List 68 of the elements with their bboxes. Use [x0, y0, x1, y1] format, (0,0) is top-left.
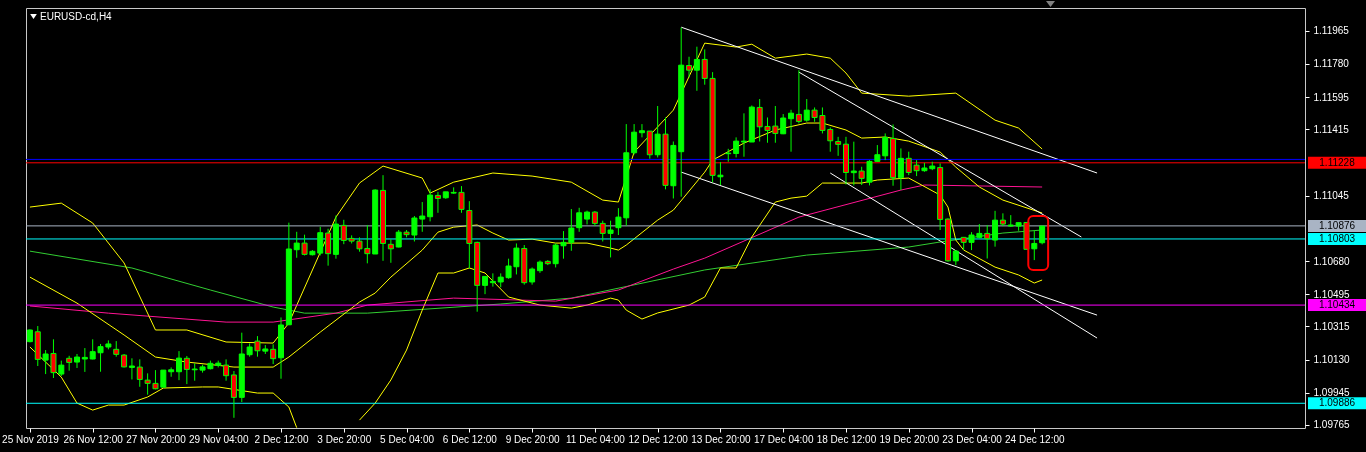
y-tick-label: 1.11415: [1313, 123, 1350, 135]
candlestick: [788, 109, 795, 153]
line-series: [29, 184, 1043, 323]
candlestick: [733, 136, 740, 158]
candlestick: [686, 56, 693, 79]
candlestick: [631, 123, 638, 155]
candlestick: [128, 357, 135, 380]
x-tick-label: 9 Dec 20:00: [505, 433, 560, 445]
x-tick-label: 26 Nov 12:00: [63, 433, 124, 445]
candlestick: [270, 343, 277, 365]
line-series: [358, 177, 1043, 421]
ref-line-label: 1.09886: [1318, 397, 1356, 409]
line-series: [29, 42, 1043, 344]
x-tick-label: 29 Nov 04:00: [188, 433, 249, 445]
x-tick-label: 18 Dec 12:00: [816, 433, 877, 445]
line-series: [29, 346, 298, 428]
ref-line-label: 1.10434: [1318, 299, 1356, 311]
y-tick-label: 1.10130: [1313, 354, 1351, 366]
candlestick: [489, 272, 496, 288]
y-tick-label: 1.10495: [1313, 288, 1351, 300]
y-tick-label: 1.09945: [1313, 387, 1351, 399]
candlestick: [795, 69, 802, 124]
y-tick-label: 1.09765: [1313, 419, 1351, 431]
ref-line-label: 1.10803: [1318, 232, 1356, 244]
x-tick-label: 11 Dec 04:00: [566, 433, 626, 445]
candlestick: [434, 191, 441, 214]
x-tick-label: 2 Dec 12:00: [254, 433, 309, 445]
candlestick: [992, 210, 999, 248]
x-tick-label: 5 Dec 04:00: [380, 433, 435, 445]
candlestick: [230, 370, 237, 419]
x-tick-label: 6 Dec 12:00: [442, 433, 498, 445]
candlestick: [835, 136, 842, 157]
candlestick: [74, 353, 80, 369]
candlestick: [176, 350, 183, 381]
candlestick: [897, 147, 904, 191]
chart-title: EURUSD-cd,H4: [40, 11, 112, 22]
x-tick-label: 23 Dec 04:00: [942, 433, 1003, 445]
y-tick-label: 1.11595: [1313, 91, 1350, 103]
y-tick-label: 1.10680: [1313, 255, 1351, 267]
candlestick: [183, 355, 190, 385]
candlestick: [325, 228, 332, 267]
y-tick-label: 1.11045: [1313, 190, 1350, 202]
ref-line-label: 1.10876: [1318, 219, 1356, 231]
y-tick-label: 1.10315: [1313, 320, 1351, 332]
y-tick-label: 1.11780: [1313, 58, 1350, 70]
x-tick-label: 12 Dec 12:00: [628, 433, 689, 445]
x-tick-label: 17 Dec 04:00: [753, 433, 814, 445]
x-tick-label: 24 Dec 12:00: [1005, 433, 1065, 445]
x-tick-label: 13 Dec 20:00: [691, 433, 752, 445]
x-tick-label: 3 Dec 20:00: [317, 433, 372, 445]
candlestick: [387, 238, 394, 264]
y-tick-label: 1.11965: [1313, 25, 1350, 37]
candlestick: [576, 207, 583, 233]
candlestick: [693, 46, 700, 92]
candlestick: [850, 141, 857, 186]
x-tick-label: 27 Nov 20:00: [126, 433, 187, 445]
candlestick: [1039, 225, 1046, 245]
candlestick: [740, 112, 747, 158]
candlestick: [427, 188, 434, 222]
x-tick-label: 25 Nov 2019: [2, 433, 60, 445]
candlestick: [81, 347, 88, 373]
ref-line-label: 1.11228: [1319, 156, 1356, 168]
candlestick: [638, 123, 645, 138]
candlestick: [136, 358, 143, 388]
candlestick: [999, 212, 1006, 227]
x-tick-label: 19 Dec 20:00: [879, 433, 940, 445]
candlestick: [646, 130, 653, 160]
candlestick: [223, 358, 230, 382]
